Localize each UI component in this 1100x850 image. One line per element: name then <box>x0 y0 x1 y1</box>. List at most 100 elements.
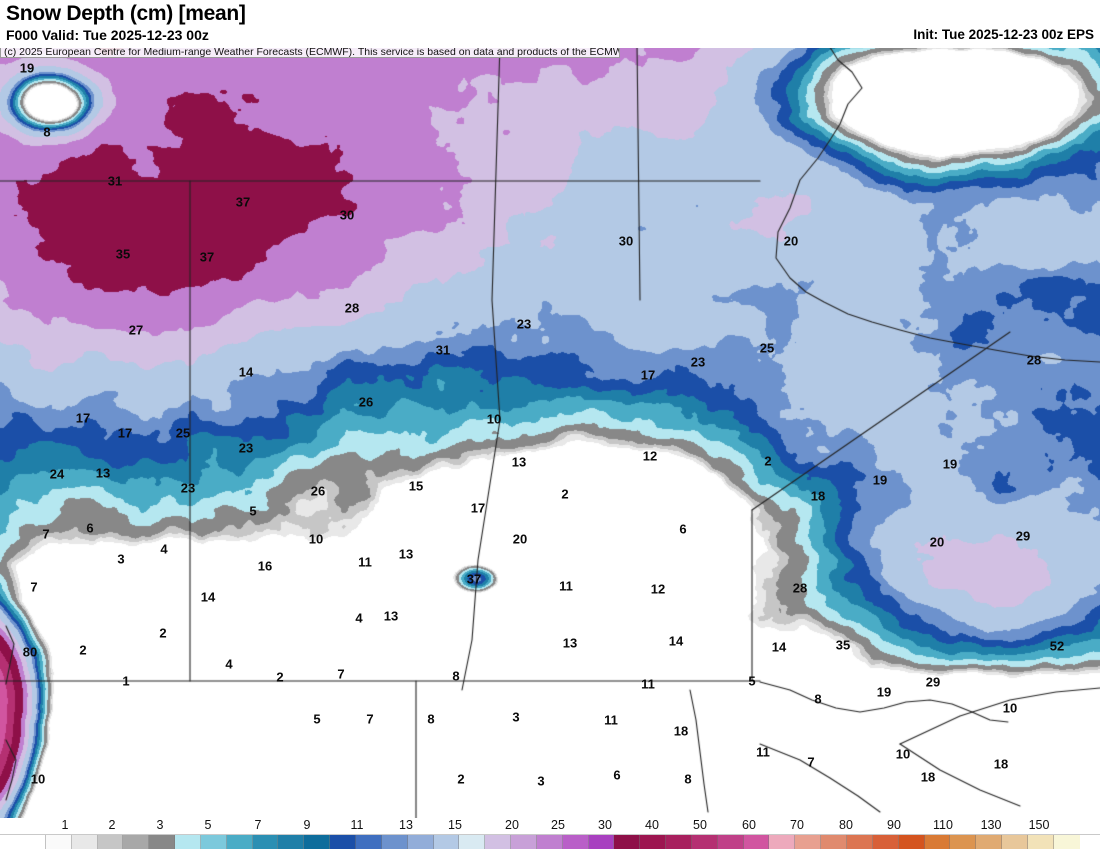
contour-value-label: 8 <box>814 691 822 707</box>
contour-value-label: 7 <box>42 526 50 542</box>
colorbar-swatch <box>45 835 72 849</box>
colorbar-swatch <box>898 835 925 849</box>
contour-value-label: 52 <box>1049 638 1065 654</box>
contour-value-label: 5 <box>249 503 257 519</box>
colorbar-swatch <box>381 835 408 849</box>
contour-value-label: 13 <box>95 465 111 481</box>
contour-value-label: 13 <box>562 635 578 651</box>
colorbar-tick: 80 <box>839 818 853 832</box>
contour-value-label: 8 <box>684 771 692 787</box>
colorbar-swatch <box>407 835 434 849</box>
colorbar-swatch <box>175 835 201 849</box>
map-viewport[interactable]: 19 8 31 37 30 35 37 30 20 28 27 23 25 23 28 31 14 17 17 17 2… <box>0 44 1100 818</box>
colorbar-tick: 3 <box>156 818 164 832</box>
contour-value-label: 7 <box>807 754 815 770</box>
colorbar-swatch <box>640 835 667 849</box>
contour-value-label: 10 <box>308 531 324 547</box>
colorbar-swatch <box>614 835 641 849</box>
contour-value-label: 28 <box>344 300 360 316</box>
contour-value-label: 16 <box>257 558 273 574</box>
contour-value-label: 29 <box>925 674 941 690</box>
contour-value-label: 2 <box>159 625 167 641</box>
colorbar-tick: 150 <box>1028 818 1050 832</box>
colorbar-swatch <box>795 835 822 849</box>
contour-value-label: 37 <box>466 571 482 587</box>
colorbar-tick: 1 <box>61 818 69 832</box>
colorbar-tick: 5 <box>204 818 212 832</box>
contour-value-label: 18 <box>810 488 826 504</box>
colorbar-swatch <box>330 835 356 849</box>
contour-value-label: 26 <box>310 483 326 499</box>
contour-value-label: 27 <box>128 322 144 338</box>
contour-value-label: 35 <box>115 246 131 262</box>
colorbar-swatch <box>847 835 873 849</box>
contour-value-label: 19 <box>872 472 888 488</box>
contour-value-label: 10 <box>1002 700 1018 716</box>
contour-value-label: 37 <box>199 249 215 265</box>
contour-value-label: 6 <box>613 767 621 783</box>
contour-value-label: 4 <box>355 610 363 626</box>
colorbar-swatch <box>1027 835 1054 849</box>
colorbar-swatch <box>743 835 770 849</box>
colorbar-swatch <box>123 835 150 849</box>
colorbar-swatch <box>433 835 460 849</box>
colorbar-swatch <box>304 835 331 849</box>
contour-value-label: 13 <box>398 546 414 562</box>
colorbar-swatch <box>1002 835 1028 849</box>
contour-value-label: 13 <box>383 608 399 624</box>
contour-value-label: 20 <box>929 534 945 550</box>
colorbar-swatch <box>769 835 796 849</box>
snow-depth-raster[interactable] <box>0 44 1100 818</box>
contour-value-label: 3 <box>537 773 545 789</box>
colorbar-swatch <box>511 835 537 849</box>
contour-value-label: 20 <box>512 531 528 547</box>
contour-value-label: 11 <box>559 578 573 594</box>
contour-value-label: 30 <box>339 207 355 223</box>
contour-value-label: 11 <box>358 554 372 570</box>
contour-value-label: 17 <box>75 410 91 426</box>
colorbar-tick: 9 <box>303 818 311 832</box>
colorbar-swatch <box>588 835 615 849</box>
contour-value-label: 10 <box>895 746 911 762</box>
init-time-label: Init: Tue 2025-12-23 00z EPS <box>913 27 1094 42</box>
contour-value-label: 2 <box>561 486 569 502</box>
contour-value-label: 14 <box>771 639 787 655</box>
contour-value-label: 24 <box>49 466 65 482</box>
colorbar-tick: 60 <box>742 818 756 832</box>
colorbar-swatch <box>717 835 744 849</box>
contour-value-label: 3 <box>512 709 520 725</box>
contour-value-label: 80 <box>22 644 38 660</box>
colorbar-swatch <box>562 835 589 849</box>
contour-value-label: 28 <box>1026 352 1042 368</box>
contour-value-label: 12 <box>642 448 658 464</box>
colorbar-tick: 13 <box>399 818 413 832</box>
colorbar-tick: 7 <box>254 818 262 832</box>
colorbar-tick: 30 <box>598 818 612 832</box>
contour-value-label: 4 <box>160 541 168 557</box>
colorbar-tick: 40 <box>645 818 659 832</box>
colorbar-tick: 25 <box>551 818 565 832</box>
colorbar-tick-labels: 1 2 3 5 7 9 11 13 15 20 25 30 40 50 60 70 80 90 110 130 150 <box>0 818 1100 834</box>
colorbar-swatch <box>872 835 899 849</box>
contour-value-label: 4 <box>225 656 233 672</box>
colorbar-swatch <box>200 835 227 849</box>
contour-value-label: 37 <box>235 194 251 210</box>
contour-value-label: 2 <box>764 453 772 469</box>
colorbar-swatch <box>355 835 382 849</box>
contour-value-label: 10 <box>30 771 46 787</box>
colorbar-tick: 15 <box>448 818 462 832</box>
contour-value-label: 8 <box>427 711 435 727</box>
contour-value-label: 17 <box>640 367 656 383</box>
colorbar-swatch <box>226 835 253 849</box>
contour-value-label: 35 <box>835 637 851 653</box>
contour-value-label: 5 <box>313 711 321 727</box>
colorbar-swatches[interactable] <box>20 835 1080 849</box>
contour-value-label: 25 <box>175 425 191 441</box>
colorbar-tick: 50 <box>693 818 707 832</box>
contour-value-label: 7 <box>366 711 374 727</box>
colorbar[interactable]: 1 2 3 5 7 9 11 13 15 20 25 30 40 50 60 70 80 90 110 130 150 <box>0 818 1100 850</box>
contour-value-label: 11 <box>604 712 618 728</box>
colorbar-swatch <box>71 835 98 849</box>
contour-value-label: 14 <box>668 633 684 649</box>
